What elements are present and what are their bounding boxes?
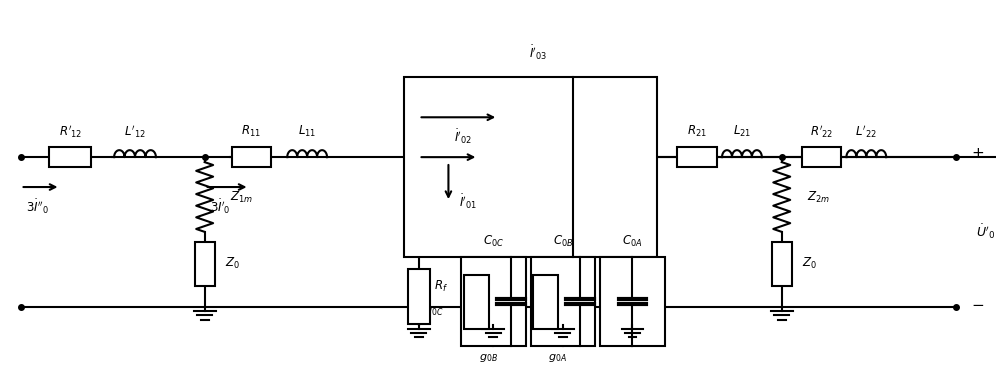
Bar [404,78,657,257]
Text: $C_{0A}$: $C_{0A}$ [622,234,643,249]
Bar [464,275,489,328]
Text: $\dot{I}'_{01}$: $\dot{I}'_{01}$ [459,193,477,211]
Bar [677,147,717,167]
Bar [802,147,841,167]
Bar [772,242,792,286]
Text: $L_{11}$: $L_{11}$ [298,124,316,139]
Text: $L'_{22}$: $L'_{22}$ [855,123,877,140]
Text: $\dot{I}'_{03}$: $\dot{I}'_{03}$ [529,43,547,62]
Text: $g_{0B}$: $g_{0B}$ [479,352,498,365]
Text: $R_{21}$: $R_{21}$ [687,124,707,139]
Text: $Z_{2m}$: $Z_{2m}$ [807,189,829,205]
Bar [461,257,526,347]
Text: $3\dot{I}'_0$: $3\dot{I}'_0$ [210,198,230,216]
Text: $+$: $+$ [971,147,984,161]
Bar [195,242,215,286]
Text: $Z_0$: $Z_0$ [225,256,240,271]
Text: $Z_0$: $Z_0$ [802,256,817,271]
Bar [232,147,271,167]
Bar [408,269,430,324]
Text: $\dot{I}'_{02}$: $\dot{I}'_{02}$ [454,128,472,147]
Bar [531,257,595,347]
Text: $R'_{22}$: $R'_{22}$ [810,123,833,140]
Text: $R_{11}$: $R_{11}$ [241,124,261,139]
Text: $L_{21}$: $L_{21}$ [733,124,751,139]
Text: $-$: $-$ [971,297,984,310]
Bar [533,275,558,328]
Text: $\dot{U}'_0$: $\dot{U}'_0$ [976,223,995,241]
Bar [49,147,91,167]
Text: $g_{0C}$: $g_{0C}$ [424,306,443,318]
Text: $R_f$: $R_f$ [434,279,448,294]
Text: $R'_{12}$: $R'_{12}$ [59,123,82,140]
Text: $3\dot{I}''_0$: $3\dot{I}''_0$ [26,198,48,216]
Text: $C_{0B}$: $C_{0B}$ [553,234,573,249]
Text: $L'_{12}$: $L'_{12}$ [124,123,146,140]
Text: $Z_{1m}$: $Z_{1m}$ [230,189,253,205]
Text: $g_{0A}$: $g_{0A}$ [548,352,567,365]
Bar [600,257,665,347]
Text: $C_{0C}$: $C_{0C}$ [483,234,504,249]
